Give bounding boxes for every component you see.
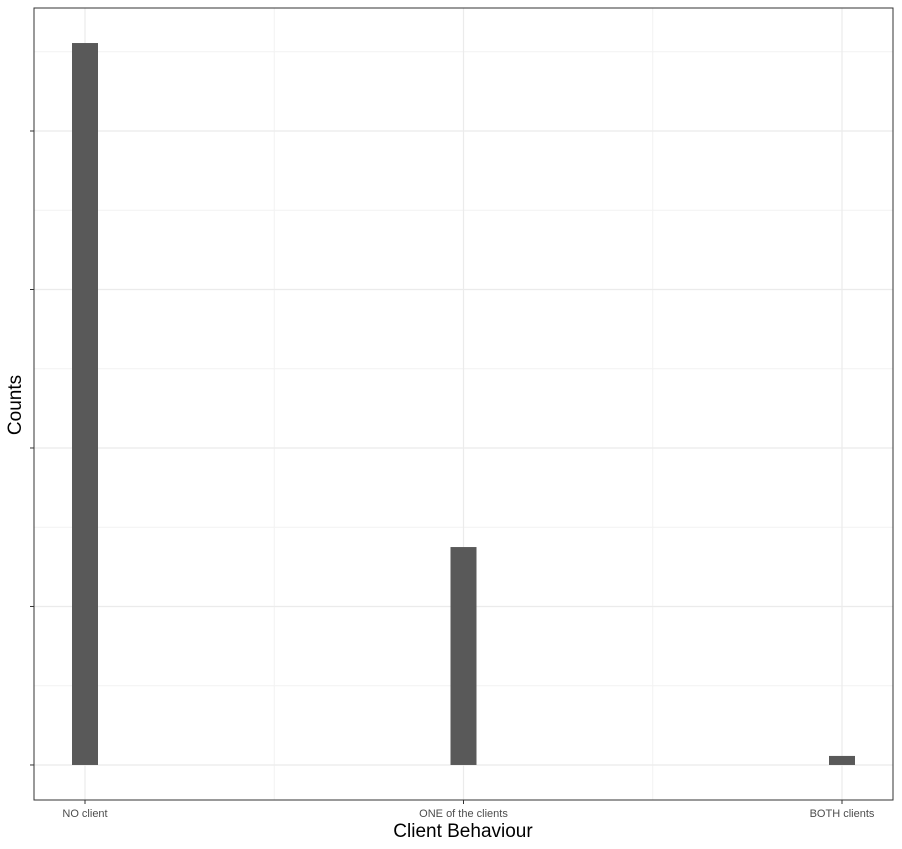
- x-tick-label: NO client: [62, 808, 107, 820]
- bar: [72, 43, 98, 765]
- x-tick-label: BOTH clients: [810, 808, 875, 820]
- x-axis-title: Client Behaviour: [393, 821, 533, 842]
- bar: [829, 755, 855, 765]
- y-axis-title: Counts: [5, 375, 26, 435]
- x-tick-label: ONE of the clients: [419, 808, 508, 820]
- panel-border: [33, 7, 894, 801]
- bar: [450, 547, 477, 765]
